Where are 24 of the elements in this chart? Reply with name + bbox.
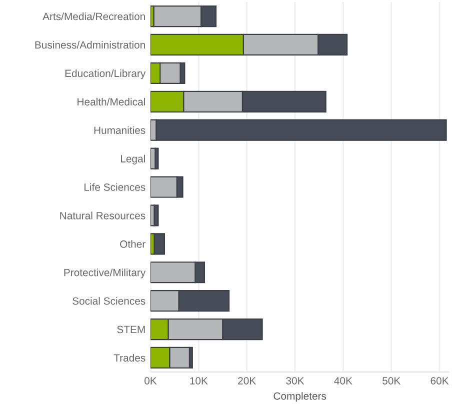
bar — [154, 204, 159, 226]
x-tick-label: 50K — [382, 377, 400, 384]
x-axis-title: Completers — [274, 392, 326, 402]
x-tick-label: 20K — [238, 377, 256, 384]
y-tick-label: Trades — [114, 354, 146, 362]
x-tick-label: 0K — [144, 377, 157, 384]
y-tick-label: Humanities — [94, 126, 146, 134]
y-tick-label: Other — [120, 240, 146, 248]
y-tick-label: Social Sciences — [72, 297, 146, 305]
x-tick-label: 60K — [430, 377, 449, 384]
x-tick-label: 10K — [190, 377, 208, 384]
x-tick-label: 40K — [334, 377, 352, 384]
bar — [154, 233, 166, 255]
bar — [154, 148, 159, 170]
y-tick-label: Business/Administration — [35, 40, 145, 49]
y-tick-label: Health/Medical — [78, 98, 145, 106]
y-tick-label: STEM — [117, 326, 145, 334]
y-tick-label: Arts/Media/Recreation — [42, 12, 145, 20]
y-tick-label: Protective/Military — [64, 268, 146, 278]
y-tick-label: Legal — [120, 154, 145, 164]
y-tick-label: Life Sciences — [84, 183, 146, 191]
y-tick-label: Natural Resources — [60, 212, 146, 220]
x-tick-label: 30K — [286, 377, 304, 384]
y-tick-label: Education/Library — [65, 69, 146, 80]
